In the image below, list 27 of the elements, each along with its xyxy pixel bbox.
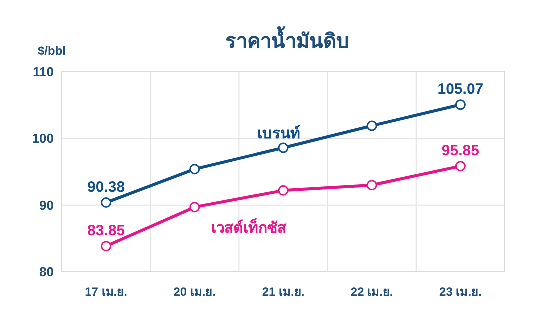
y-tick-label: 100 [32, 131, 54, 146]
series-label: เบรนท์ [258, 124, 301, 143]
chart-title: ราคาน้ำมันดิบ [226, 26, 350, 53]
point [190, 164, 200, 175]
series-label: เวสต์เท็กซัส [212, 218, 288, 237]
y-tick-label: 80 [40, 264, 54, 280]
x-tick-label: 21 เม.ย. [262, 285, 305, 299]
point [278, 185, 289, 196]
x-tick-label: 20 เม.ย. [174, 285, 216, 299]
x-tick-label: 22 เม.ย. [350, 285, 394, 299]
x-tick-label: 23 เม.ย. [440, 285, 482, 299]
point [455, 100, 466, 110]
point [101, 241, 112, 252]
point [278, 142, 289, 154]
point [366, 180, 378, 191]
data-label: 90.38 [88, 178, 126, 196]
x-tick-label: 17 เม.ย. [85, 285, 128, 299]
data-label: 105.07 [438, 80, 484, 98]
point [190, 202, 200, 213]
data-label: 83.85 [88, 222, 126, 240]
y-tick-label: 90 [40, 198, 54, 213]
y-axis-title: $/bbl [38, 44, 66, 58]
point [455, 161, 466, 172]
point [101, 198, 112, 208]
data-label: 95.85 [442, 142, 480, 160]
point [366, 120, 378, 132]
y-tick-label: 110 [33, 64, 54, 80]
